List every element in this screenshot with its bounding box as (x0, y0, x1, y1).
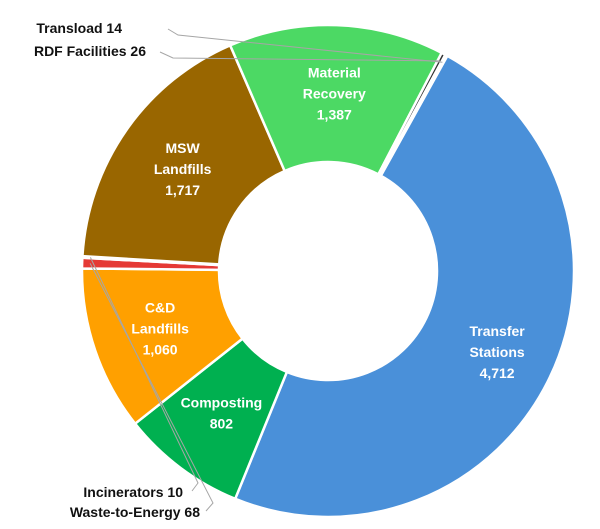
slice-label-transfer-stations-0: Transfer (469, 323, 525, 339)
callout-label-rdf-facilities: RDF Facilities 26 (34, 43, 146, 59)
slice-msw-landfills (81, 43, 287, 266)
callout-label-transload: Transload 14 (36, 20, 122, 36)
callout-label-waste-to-energy: Waste-to-Energy 68 (70, 504, 200, 520)
slice-label-material-recovery-0: Material (308, 65, 361, 81)
leader-line-transload (167, 28, 443, 63)
leader-lines (89, 28, 443, 512)
slice-label-candd-landfills-0: C&D (145, 300, 175, 316)
slice-label-material-recovery-1: Recovery (303, 86, 366, 102)
leader-line-incinerators (89, 257, 199, 492)
slice-transfer-stations (233, 54, 576, 519)
value-label-material-recovery: 1,387 (317, 107, 352, 123)
slice-label-transfer-stations-1: Stations (469, 344, 524, 360)
slices-layer (80, 23, 576, 519)
slice-material-recovery (228, 23, 444, 177)
slice-transload (378, 53, 449, 178)
slice-label-msw-landfills-1: Landfills (154, 161, 212, 177)
value-label-composting: 802 (210, 415, 234, 431)
labels-layer: Transfer Stations 4,712 Composting 802 C&D Lan… (34, 20, 525, 520)
value-label-candd-landfills: 1,060 (143, 342, 178, 358)
callout-label-incinerators: Incinerators 10 (83, 484, 183, 500)
leader-line-rdf-facilities (159, 51, 440, 62)
slice-label-candd-landfills-1: Landfills (131, 321, 189, 337)
value-label-transfer-stations: 4,712 (480, 365, 515, 381)
value-label-msw-landfills: 1,717 (165, 182, 200, 198)
slice-label-composting-0: Composting (181, 394, 263, 410)
slice-label-msw-landfills-0: MSW (165, 140, 200, 156)
